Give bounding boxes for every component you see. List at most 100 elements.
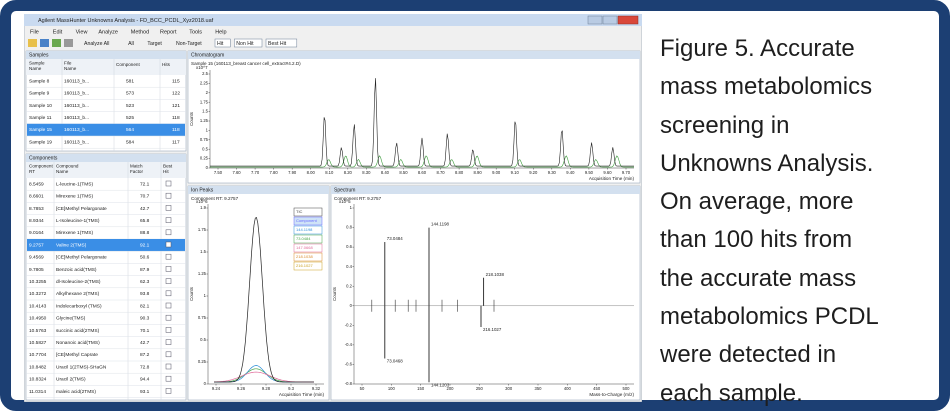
toolbar-button: Best Hit xyxy=(268,41,287,47)
x-tick-label: 9.20 xyxy=(529,170,538,175)
best-hit-checkbox xyxy=(166,364,171,369)
x-tick-label: 9.60 xyxy=(603,170,612,175)
caption-line: Figure 5. Accurate xyxy=(660,30,879,68)
table-cell: 9.7805 xyxy=(29,267,44,273)
table-cell: Sample 9 xyxy=(29,91,50,97)
caption-line: mass metabolomics xyxy=(660,68,879,106)
legend-entry: 73.0484 xyxy=(296,236,311,241)
x-tick-label: 300 xyxy=(505,386,513,391)
y-tick-label: -0.2 xyxy=(345,322,353,327)
y-axis-label: Counts xyxy=(332,286,337,301)
column-header: Component xyxy=(116,62,140,67)
best-hit-checkbox xyxy=(166,388,171,393)
menu-item[interactable]: Analyze xyxy=(98,29,118,35)
menu-item[interactable]: View xyxy=(76,29,88,35)
menu-item[interactable]: Help xyxy=(215,29,226,35)
y-tick-label: 2.5 xyxy=(202,71,208,76)
x-tick-label: 9.10 xyxy=(511,170,520,175)
panel-header xyxy=(26,51,186,59)
best-hit-checkbox xyxy=(166,205,171,210)
toolbar-icon xyxy=(52,39,61,47)
menu-item[interactable]: Tools xyxy=(189,29,202,35)
table-cell: 160113_b... xyxy=(64,115,89,121)
table-cell: 82.1 xyxy=(140,303,150,309)
table-cell: Sample 11 xyxy=(29,115,52,121)
table-cell: 94.4 xyxy=(140,377,150,383)
caption-line: the accurate mass xyxy=(660,260,879,298)
table-cell: 10.4143 xyxy=(29,303,47,309)
table-cell: 9.2757 xyxy=(29,242,44,248)
x-tick-label: 9.40 xyxy=(566,170,575,175)
table-cell: 564 xyxy=(126,127,134,133)
toolbar-button: Non Hit xyxy=(236,41,254,47)
x-tick-label: 100 xyxy=(388,386,396,391)
table-cell: succinic acid(2TMS) xyxy=(56,328,100,334)
x-tick-label: 450 xyxy=(593,386,601,391)
table-cell: 10.8482 xyxy=(29,364,47,370)
panel-title: Components xyxy=(29,156,58,162)
table-cell: 160113_b... xyxy=(64,78,89,84)
table-cell: 581 xyxy=(126,78,134,84)
legend-entry: Component xyxy=(296,218,318,223)
peak-label: 218.1038 xyxy=(486,272,505,277)
best-hit-checkbox xyxy=(166,193,171,198)
peak-label: 216.1027 xyxy=(483,327,502,332)
x-tick-label: 9.26 xyxy=(237,386,246,391)
toolbar-button: Hit xyxy=(217,41,224,47)
minimize-button xyxy=(588,16,602,24)
table-cell: maleic acid(2TMS) xyxy=(56,389,96,395)
table-cell: 573 xyxy=(126,91,134,97)
table-cell: Alkylhexane 2(TMS) xyxy=(56,291,100,297)
menu-item[interactable]: Edit xyxy=(53,29,63,35)
y-axis-label: Counts xyxy=(189,286,194,301)
table-cell: 121 xyxy=(172,103,180,109)
panel-title: Ion Peaks xyxy=(191,188,214,194)
table-cell: 42.7 xyxy=(140,340,150,346)
x-tick-label: 7.80 xyxy=(270,170,279,175)
best-hit-checkbox xyxy=(166,340,171,345)
table-cell: 10.3272 xyxy=(29,291,47,297)
peak-label: 73.0484 xyxy=(387,236,403,241)
x-tick-label: 7.60 xyxy=(232,170,241,175)
table-cell: 72.8 xyxy=(140,364,150,370)
y-tick-label: 0.8 xyxy=(346,225,352,230)
caption-line: than 100 hits from xyxy=(660,221,879,259)
caption-line: screening in xyxy=(660,107,879,145)
x-axis-label: Acquisition Time (min) xyxy=(589,176,635,181)
x-tick-label: 9.70 xyxy=(622,170,631,175)
table-cell: 160113_b... xyxy=(64,91,89,97)
legend-entry: 216.1027 xyxy=(296,263,313,268)
x-tick-label: 250 xyxy=(476,386,484,391)
y-tick-label: -0.6 xyxy=(345,362,353,367)
y-tick-label: 1.75 xyxy=(198,227,207,232)
menu-item[interactable]: Method xyxy=(131,29,149,35)
best-hit-checkbox xyxy=(166,266,171,271)
table-cell: 70.7 xyxy=(140,194,150,200)
caption-line: On average, more xyxy=(660,183,879,221)
table-cell: Mirexene 1(TMS) xyxy=(56,230,93,236)
table-cell: 72.1 xyxy=(140,181,150,187)
menu-item[interactable]: File xyxy=(30,29,39,35)
table-cell: 10.4950 xyxy=(29,316,47,322)
table-cell: 8.5459 xyxy=(29,181,44,187)
x-tick-label: 7.90 xyxy=(288,170,297,175)
figure-caption: Figure 5. Accuratemass metabolomicsscree… xyxy=(660,30,879,413)
x-tick-label: 9.30 xyxy=(548,170,557,175)
table-cell: 42.7 xyxy=(140,206,150,212)
y-tick-label: 0.25 xyxy=(198,359,207,364)
panel-header xyxy=(331,186,640,194)
panel-title: Chromatogram xyxy=(191,53,224,59)
menu-item[interactable]: Report xyxy=(160,29,177,35)
table-cell: 62.3 xyxy=(140,279,150,285)
table-cell: 93.8 xyxy=(140,291,150,297)
x-tick-label: 9.3 xyxy=(288,386,294,391)
y-axis-label: Counts xyxy=(189,111,194,126)
y-tick-label: 0.75 xyxy=(200,137,209,142)
best-hit-checkbox xyxy=(166,376,171,381)
x-tick-label: 150 xyxy=(417,386,425,391)
toolbar-icon xyxy=(64,39,73,47)
best-hit-checkbox xyxy=(166,218,171,223)
legend-entry: 147.0668 xyxy=(296,245,313,250)
table-cell: 87.2 xyxy=(140,352,150,358)
table-cell: 65.8 xyxy=(140,218,150,224)
